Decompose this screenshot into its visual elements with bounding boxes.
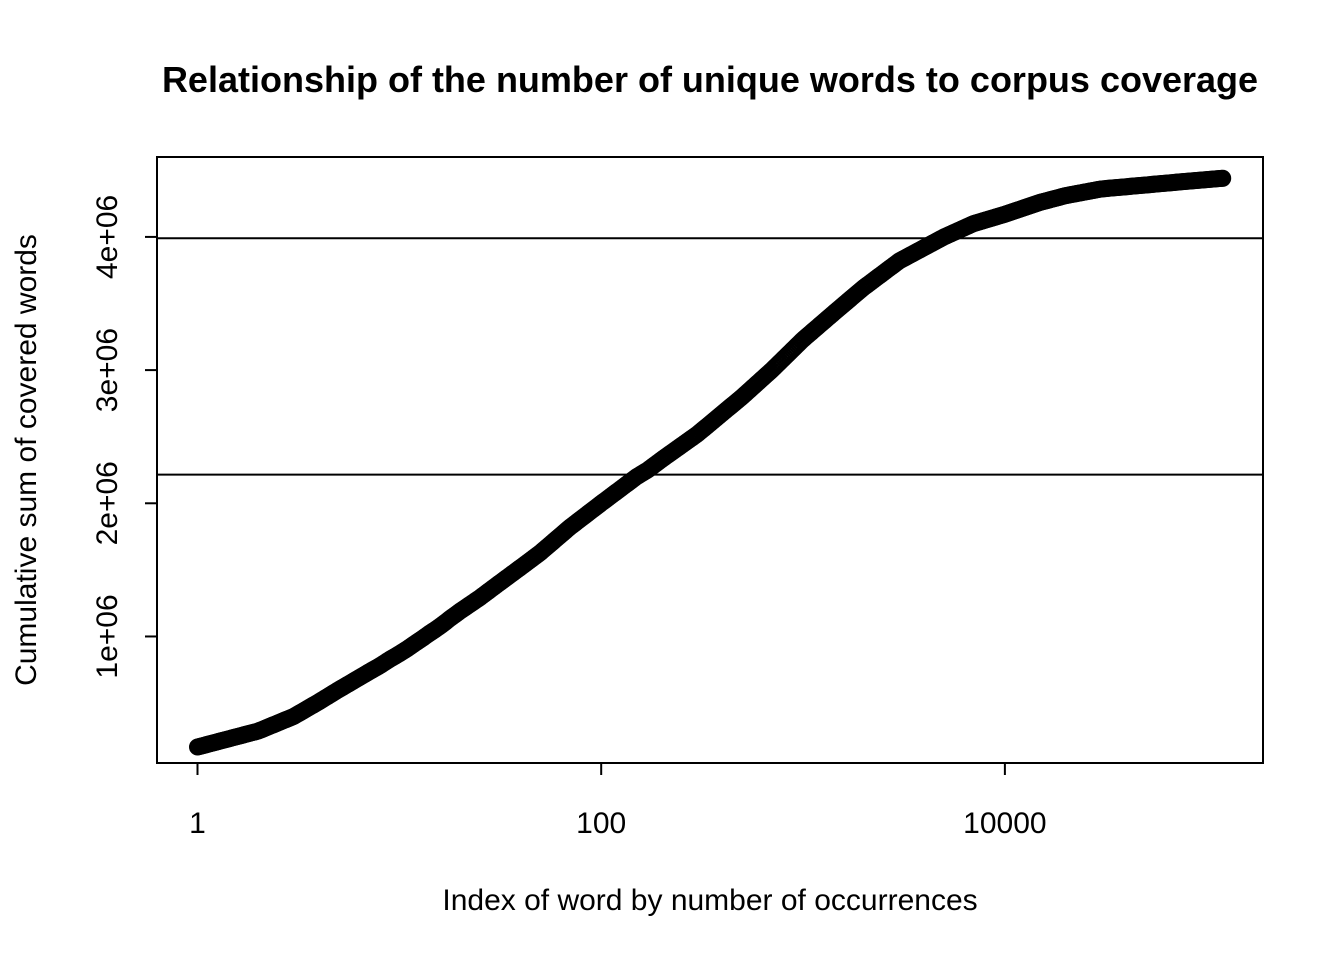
x-tick-label: 100 [576,807,626,840]
x-tick-label: 10000 [963,807,1046,840]
y-tick-label: 3e+06 [91,328,124,412]
y-axis-label: Cumulative sum of covered words [10,234,43,686]
y-tick-label: 2e+06 [91,461,124,545]
plot-frame [156,156,1264,764]
x-tick-label: 1 [189,807,206,840]
data-point-dense [787,338,805,356]
reference-lines [157,237,1263,476]
data-points [189,169,1232,756]
y-axis: 1e+06 2e+06 3e+06 4e+06 [91,195,157,679]
y-tick-label: 4e+06 [91,195,124,279]
x-axis: 1 100 10000 [189,763,1047,840]
y-tick-label: 1e+06 [91,594,124,678]
chart-title: Relationship of the number of unique wor… [162,59,1258,100]
x-axis-label: Index of word by number of occurrences [442,884,977,917]
data-point-dense [1212,169,1230,187]
